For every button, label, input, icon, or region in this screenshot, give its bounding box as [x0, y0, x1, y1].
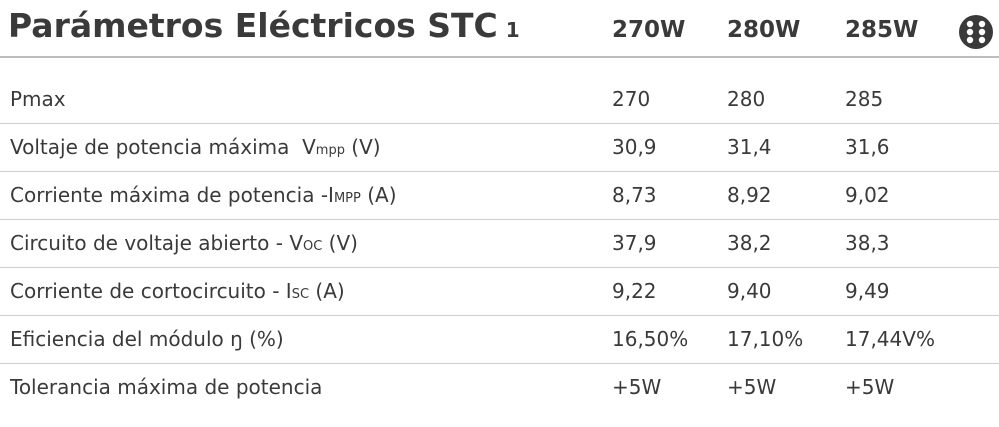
label-text: Tolerancia máxima de potencia: [10, 375, 323, 399]
value-cell: +5W: [727, 375, 777, 399]
table-row: Eficiencia del módulo ŋ (%) 16,50% 17,10% 1…: [0, 315, 999, 363]
title-note: 1: [505, 18, 520, 42]
value-cell: 30,9: [612, 135, 657, 159]
value-cell: 17,10%: [727, 327, 804, 351]
value-cell: 285: [845, 87, 884, 111]
label-unit: (V): [344, 135, 381, 159]
label-unit: (A): [360, 183, 397, 207]
table-row: Tolerancia máxima de potencia +5W +5W +5W: [0, 363, 999, 411]
table-row: Pmax 270 280 285: [0, 75, 999, 123]
label-text: Eficiencia del módulo ŋ (%): [10, 327, 284, 351]
table-row: Voltaje de potencia máxima Vmpp (V) 30,9 3…: [0, 123, 999, 171]
label-text: Voltaje de potencia máxima V: [10, 135, 316, 159]
row-label: Circuito de voltaje abierto - VOC (V): [10, 231, 358, 255]
table-row: Circuito de voltaje abierto - VOC (V) 37,…: [0, 219, 999, 267]
value-cell: 31,6: [845, 135, 890, 159]
value-cell: 8,73: [612, 183, 657, 207]
label-subscript: MPP: [333, 191, 361, 206]
title: Parámetros Eléctricos STC 1: [8, 6, 520, 45]
table-row: Corriente de cortocircuito - ISC (A) 9,22…: [0, 267, 999, 315]
column-header: 280W: [727, 17, 801, 43]
title-text: Parámetros Eléctricos STC: [8, 6, 498, 45]
table-row: Corriente máxima de potencia -IMPP (A) 8,…: [0, 171, 999, 219]
row-label: Voltaje de potencia máxima Vmpp (V): [10, 135, 381, 159]
label-subscript: OC: [303, 239, 323, 254]
value-cell: 17,44V%: [845, 327, 935, 351]
row-label: Eficiencia del módulo ŋ (%): [10, 327, 284, 351]
value-cell: 37,9: [612, 231, 657, 255]
value-cell: 280: [727, 87, 766, 111]
value-cell: 31,4: [727, 135, 772, 159]
label-text: Corriente de cortocircuito - I: [10, 279, 292, 303]
value-cell: 16,50%: [612, 327, 689, 351]
value-cell: +5W: [845, 375, 895, 399]
row-label: Corriente de cortocircuito - ISC (A): [10, 279, 345, 303]
value-cell: +5W: [612, 375, 662, 399]
row-rule: [0, 363, 999, 364]
label-text: Circuito de voltaje abierto - V: [10, 231, 303, 255]
icon: [959, 15, 993, 49]
value-cell: 9,40: [727, 279, 772, 303]
header-rule: [0, 56, 999, 58]
column-header: 270W: [612, 17, 686, 43]
value-cell: 270: [612, 87, 651, 111]
value-cell: 38,3: [845, 231, 890, 255]
column-header: 285W: [845, 17, 919, 43]
row-rule: [0, 219, 999, 220]
label-subscript: mpp: [315, 143, 345, 158]
value-cell: 9,49: [845, 279, 890, 303]
label-text: Corriente máxima de potencia -I: [10, 183, 334, 207]
value-cell: 9,02: [845, 183, 890, 207]
label-unit: (V): [322, 231, 358, 255]
value-cell: 9,22: [612, 279, 657, 303]
row-label: Tolerancia máxima de potencia: [10, 375, 322, 399]
row-label: Corriente máxima de potencia -IMPP (A): [10, 183, 397, 207]
row-rule: [0, 267, 999, 268]
label-subscript: SC: [291, 287, 310, 302]
row-rule: [0, 171, 999, 172]
value-cell: 8,92: [727, 183, 772, 207]
value-cell: 38,2: [727, 231, 772, 255]
label-text: Pmax: [10, 87, 66, 111]
row-label: Pmax: [10, 87, 66, 111]
label-unit: (A): [309, 279, 345, 303]
row-rule: [0, 315, 999, 316]
row-rule: [0, 123, 999, 124]
